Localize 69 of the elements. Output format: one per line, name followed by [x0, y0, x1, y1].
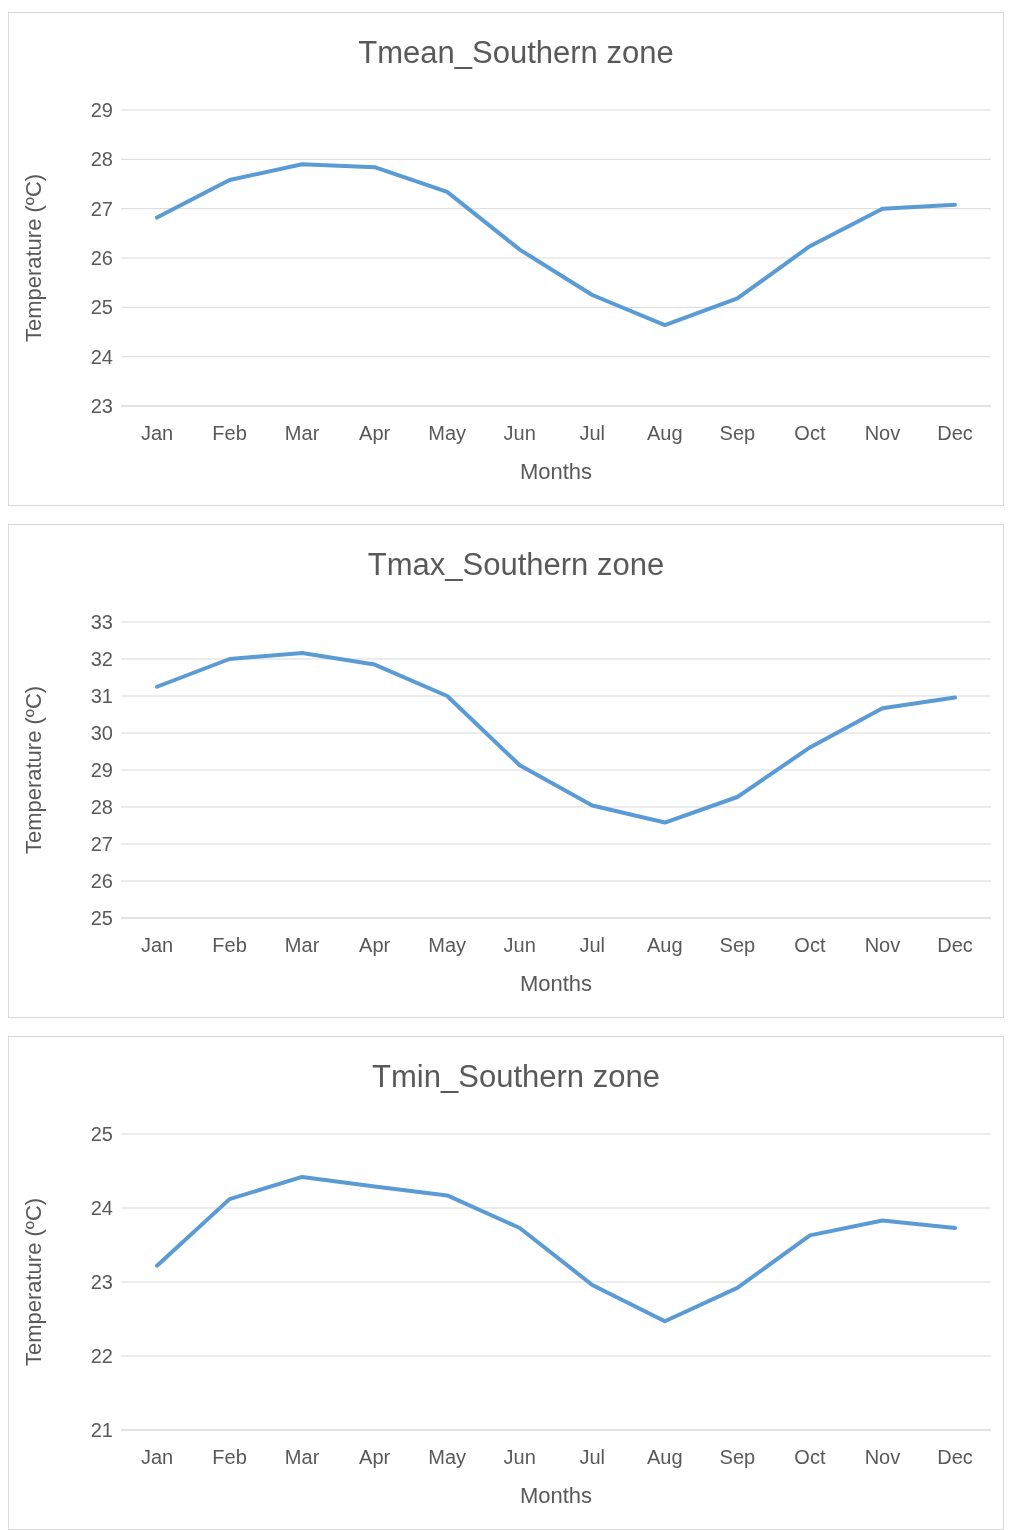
x-tick-label: Feb — [212, 934, 247, 957]
y-tick-label: 25 — [90, 907, 113, 930]
x-tick-label: Jun — [503, 422, 536, 445]
chart-title: Tmin_Southern zone — [371, 1058, 661, 1096]
y-tick-label: 23 — [90, 1271, 113, 1294]
x-tick-label: Aug — [647, 934, 683, 957]
x-tick-label: Oct — [794, 934, 826, 957]
x-tick-label: Oct — [794, 422, 826, 445]
y-axis-title: Temperature (ºC) — [20, 173, 46, 343]
line-series — [155, 651, 957, 825]
y-tick-label: 30 — [90, 722, 113, 745]
chart-title: Tmean_Southern zone — [357, 34, 675, 72]
x-tick-label: Sep — [719, 1446, 756, 1469]
x-tick-label: Aug — [647, 1446, 683, 1469]
x-tick-label: Feb — [212, 422, 247, 445]
x-tick-label: Dec — [937, 1446, 973, 1469]
x-tick-label: Jul — [579, 422, 606, 445]
x-tick-label: Jul — [579, 1446, 606, 1469]
x-tick-label: Nov — [864, 934, 901, 957]
y-tick-label: 25 — [90, 1123, 113, 1146]
x-axis-title: Months — [519, 971, 593, 996]
y-tick-label: 32 — [90, 648, 113, 671]
x-tick-label: Sep — [719, 422, 756, 445]
x-axis-title: Months — [519, 1483, 593, 1508]
y-tick-label: 26 — [90, 247, 113, 270]
x-tick-label: Apr — [359, 1446, 391, 1469]
y-tick-label: 29 — [90, 99, 113, 122]
y-tick-label: 28 — [90, 796, 113, 819]
y-tick-label: 25 — [90, 296, 113, 319]
y-tick-label: 33 — [90, 611, 113, 634]
y-tick-label: 24 — [90, 345, 113, 368]
chart-title: Tmax_Southern zone — [366, 546, 666, 584]
x-tick-label: Jun — [503, 934, 536, 957]
x-tick-label: Aug — [647, 422, 683, 445]
y-tick-label: 22 — [90, 1345, 113, 1368]
x-tick-label: Jan — [140, 1446, 174, 1469]
x-axis-title: Months — [519, 459, 593, 484]
x-tick-label: Nov — [864, 422, 901, 445]
x-tick-label: Apr — [359, 934, 391, 957]
y-tick-label: 29 — [90, 759, 113, 782]
x-tick-label: May — [428, 1446, 467, 1469]
x-tick-label: Jan — [140, 934, 174, 957]
x-tick-label: May — [428, 422, 467, 445]
x-tick-label: Dec — [937, 934, 973, 957]
y-tick-label: 27 — [90, 197, 113, 220]
x-tick-label: Jan — [140, 422, 174, 445]
x-tick-label: Mar — [284, 934, 320, 957]
x-tick-label: Mar — [284, 422, 320, 445]
y-axis-title: Temperature (ºC) — [20, 685, 46, 855]
x-tick-label: May — [428, 934, 467, 957]
y-tick-label: 31 — [90, 685, 113, 708]
y-tick-label: 27 — [90, 833, 113, 856]
y-tick-label: 24 — [90, 1197, 113, 1220]
x-tick-label: Oct — [794, 1446, 826, 1469]
x-tick-label: Feb — [212, 1446, 247, 1469]
x-tick-label: Mar — [284, 1446, 320, 1469]
x-tick-label: Apr — [359, 422, 391, 445]
x-tick-label: Nov — [864, 1446, 901, 1469]
line-series — [155, 162, 957, 328]
x-tick-label: Dec — [937, 422, 973, 445]
y-tick-label: 21 — [90, 1419, 113, 1442]
line-series — [155, 1174, 957, 1324]
x-tick-label: Sep — [719, 934, 756, 957]
y-axis-title: Temperature (ºC) — [20, 1197, 46, 1367]
x-tick-label: Jun — [503, 1446, 536, 1469]
y-tick-label: 23 — [90, 395, 113, 418]
x-tick-label: Jul — [579, 934, 606, 957]
y-tick-label: 26 — [90, 870, 113, 893]
y-tick-label: 28 — [90, 148, 113, 171]
